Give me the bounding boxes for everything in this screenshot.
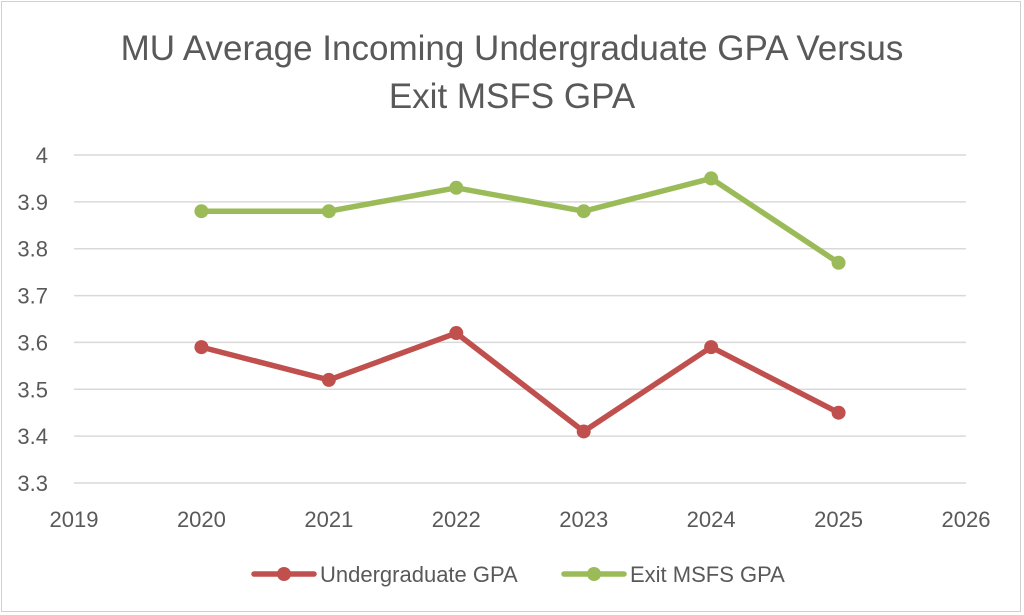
x-tick-label: 2024 bbox=[687, 507, 736, 532]
x-axis-ticks: 2019 2020 2021 2022 2023 2024 2025 2026 bbox=[50, 507, 991, 532]
x-tick-label: 2026 bbox=[942, 507, 991, 532]
series-line bbox=[198, 175, 842, 266]
x-tick-label: 2020 bbox=[177, 507, 226, 532]
chart-title-line-1: MU Average Incoming Undergraduate GPA Ve… bbox=[121, 29, 904, 68]
gridlines bbox=[74, 154, 966, 484]
y-axis-ticks: 3.3 3.4 3.5 3.6 3.7 3.8 3.9 4 bbox=[17, 143, 48, 496]
data-point bbox=[194, 204, 209, 219]
series-2 bbox=[194, 171, 846, 270]
x-tick-label: 2025 bbox=[814, 507, 863, 532]
chart-title-line-2: Exit MSFS GPA bbox=[389, 77, 636, 116]
y-tick-label: 3.6 bbox=[17, 330, 48, 355]
legend-swatch-marker bbox=[277, 567, 291, 581]
data-point bbox=[831, 405, 846, 420]
data-point bbox=[321, 204, 336, 219]
x-tick-label: 2022 bbox=[432, 507, 481, 532]
x-tick-label: 2023 bbox=[559, 507, 608, 532]
data-point bbox=[576, 204, 591, 219]
series-line bbox=[198, 330, 842, 435]
legend-swatch-marker bbox=[587, 567, 601, 581]
x-tick-label: 2021 bbox=[304, 507, 353, 532]
legend-item: Undergraduate GPA bbox=[251, 562, 518, 587]
y-tick-label: 3.9 bbox=[17, 190, 48, 215]
y-tick-label: 3.5 bbox=[17, 377, 48, 402]
chart-title: MU Average Incoming Undergraduate GPA Ve… bbox=[121, 29, 904, 116]
legend: Undergraduate GPA Exit MSFS GPA bbox=[251, 562, 785, 587]
data-point bbox=[704, 340, 719, 355]
y-tick-label: 3.4 bbox=[17, 424, 48, 449]
series-1 bbox=[194, 326, 846, 439]
y-tick-label: 4 bbox=[36, 143, 48, 168]
legend-label: Undergraduate GPA bbox=[320, 562, 518, 587]
data-point bbox=[831, 255, 846, 270]
x-tick-label: 2019 bbox=[50, 507, 99, 532]
data-point bbox=[321, 372, 336, 387]
y-tick-label: 3.8 bbox=[17, 237, 48, 262]
legend-item: Exit MSFS GPA bbox=[561, 562, 785, 587]
data-point bbox=[449, 326, 464, 341]
legend-label: Exit MSFS GPA bbox=[630, 562, 785, 587]
data-point bbox=[704, 171, 719, 186]
y-tick-label: 3.7 bbox=[17, 284, 48, 309]
series-group bbox=[194, 171, 846, 439]
data-point bbox=[576, 424, 591, 439]
y-tick-label: 3.3 bbox=[17, 471, 48, 496]
data-point bbox=[194, 340, 209, 355]
data-point bbox=[449, 180, 464, 195]
